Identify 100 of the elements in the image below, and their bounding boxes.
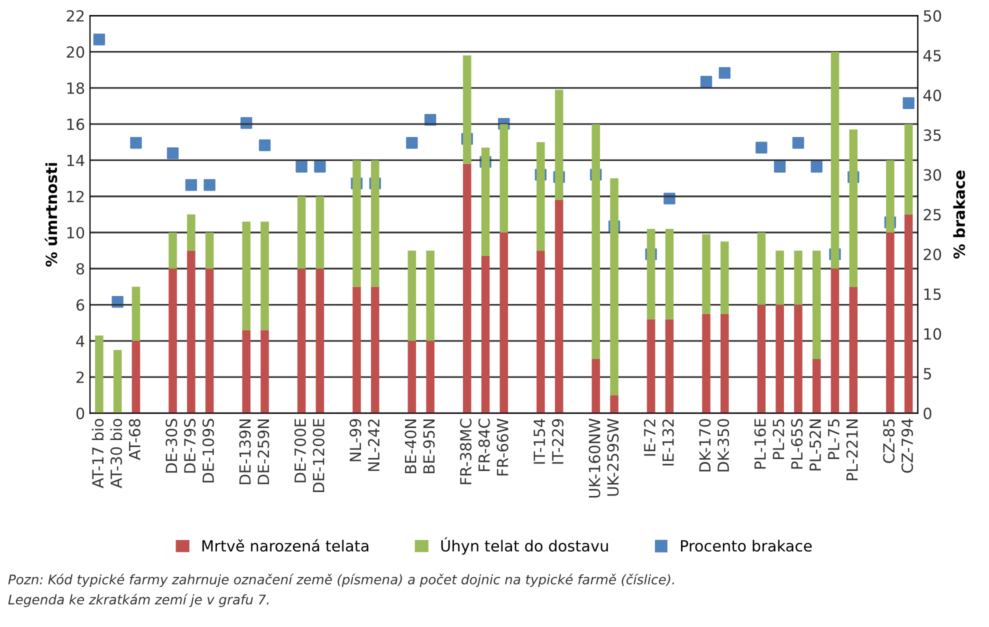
bar <box>187 250 196 414</box>
x-tick-label: DE-700E <box>294 419 306 482</box>
y-tick-label: 14 <box>67 154 84 166</box>
bar <box>297 268 306 414</box>
bar <box>132 340 140 414</box>
x-tick-label: PL-52N <box>809 420 822 470</box>
y-tick-label: 2 <box>76 372 84 383</box>
bar <box>242 330 250 414</box>
legend-label: Úhyn telat do dostavu <box>441 537 608 555</box>
x-tick-label: DE-1200E <box>312 419 324 492</box>
point <box>406 137 418 149</box>
point <box>185 179 198 191</box>
x-tick-label: DE-30S <box>166 418 178 473</box>
bar <box>370 286 380 414</box>
y-tick-label: 10 <box>67 226 84 239</box>
x-tick-label: PL-221N <box>846 420 858 480</box>
bar <box>168 232 177 269</box>
x-tick-label: AT-68 <box>128 419 140 460</box>
bar <box>592 124 600 359</box>
bar <box>757 232 766 305</box>
point <box>130 137 142 149</box>
point <box>93 34 106 46</box>
y2-tick-label: 5 <box>924 368 932 380</box>
x-tick-label: FR-66W <box>496 418 508 476</box>
text: Pozn: Kód typické farmy zahrnuje označení země (písmena) a počet dojnic na typické farmě (číslice). <box>8 574 674 588</box>
y2-tick-label: 10 <box>924 328 942 340</box>
bar <box>776 304 784 414</box>
bar <box>205 232 214 269</box>
y2-tick-label: 15 <box>924 288 941 300</box>
bar <box>720 242 729 314</box>
bar <box>665 228 674 320</box>
bar <box>500 232 508 414</box>
bar <box>592 358 600 414</box>
x-tick-label: CZ-794 <box>901 418 914 473</box>
bar <box>260 222 269 330</box>
point <box>314 160 326 173</box>
bar <box>408 340 416 414</box>
x-tick-label: NL-242 <box>368 420 380 471</box>
bar <box>886 160 894 233</box>
bar <box>665 319 674 414</box>
bar <box>462 55 472 164</box>
x-tick-label: FR-38MC <box>460 418 472 484</box>
bar <box>462 164 472 414</box>
bar <box>132 286 140 341</box>
x-tick-label: DE-109S <box>202 418 214 482</box>
bar <box>168 268 177 414</box>
x-tick-label: BE-40N <box>404 420 416 474</box>
bar <box>849 286 858 414</box>
bar <box>904 124 913 214</box>
bar <box>370 160 380 287</box>
y-tick-label: 16 <box>67 118 84 130</box>
bar <box>426 340 434 414</box>
bar <box>646 319 656 414</box>
bar <box>316 196 324 269</box>
legend-label: Procento brakace <box>681 540 812 552</box>
bar <box>113 350 122 414</box>
y-tick-label: 22 <box>66 10 84 22</box>
bar <box>500 124 508 233</box>
x-tick-label: BE-95N <box>423 420 435 474</box>
x-tick-label: IT-229 <box>552 419 564 464</box>
x-tick-label: DK-350 <box>718 419 730 472</box>
bar <box>702 234 710 314</box>
x-tick-label: AT-17 bio <box>92 418 104 488</box>
point <box>700 76 712 88</box>
x-tick-label: CZ-85 <box>883 419 895 464</box>
x-tick-label: DK-170 <box>699 419 711 472</box>
legend-label: Mrtvě narozená telata <box>202 539 368 552</box>
point <box>792 137 804 149</box>
bar <box>554 200 564 414</box>
point <box>810 160 822 173</box>
point <box>756 142 768 154</box>
bar <box>95 335 104 414</box>
y2-tick-label: 35 <box>924 129 941 141</box>
bar <box>904 214 913 414</box>
y2-tick-label: 40 <box>923 90 942 102</box>
x-tick-label: FR-84C <box>478 418 490 471</box>
bar <box>757 304 766 414</box>
x-tick-label: IE-132 <box>662 420 674 466</box>
bar <box>646 228 656 320</box>
bar <box>886 232 894 414</box>
point <box>774 160 786 173</box>
point <box>166 147 179 160</box>
x-tick-label: PL-75 <box>828 419 840 459</box>
bar <box>481 148 490 256</box>
x-tick-label: NL-99 <box>350 419 362 462</box>
bar <box>352 286 361 414</box>
bar <box>481 256 490 414</box>
bar <box>187 214 196 251</box>
y-tick-label: 4 <box>76 336 84 347</box>
bar <box>610 178 618 396</box>
x-tick-label: AT-30 bio <box>110 418 122 488</box>
x-tick-label: PL-25 <box>772 419 784 459</box>
y-tick-label: 12 <box>67 190 84 202</box>
bar <box>812 250 821 359</box>
y2-tick-label: 25 <box>924 208 941 220</box>
y2-tick-label: 50 <box>924 10 942 22</box>
bar <box>352 160 361 287</box>
bar <box>260 330 269 414</box>
bar <box>242 222 250 330</box>
bar <box>812 358 821 414</box>
